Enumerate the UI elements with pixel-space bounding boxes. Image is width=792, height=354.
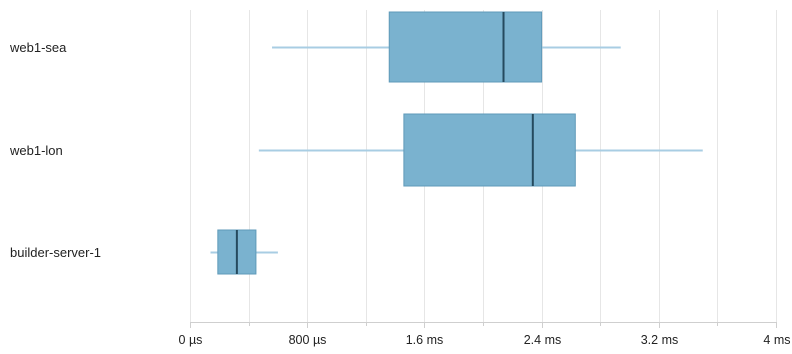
x-tick-label: 4 ms bbox=[763, 333, 790, 347]
x-axis: 0 µs 800 µs 1.6 ms 2.4 ms 3.2 ms 4 ms bbox=[179, 322, 791, 347]
box-web1-lon bbox=[258, 113, 703, 187]
box-series bbox=[210, 11, 703, 275]
category-label: builder-server-1 bbox=[10, 245, 101, 260]
x-tick-label: 0 µs bbox=[179, 333, 203, 347]
iqr-box bbox=[403, 113, 576, 187]
x-tick-label: 1.6 ms bbox=[406, 333, 444, 347]
iqr-box bbox=[388, 11, 543, 83]
x-tick-label: 800 µs bbox=[289, 333, 327, 347]
x-tick-label: 2.4 ms bbox=[524, 333, 562, 347]
x-tick-label: 3.2 ms bbox=[641, 333, 679, 347]
box-builder-server-1 bbox=[210, 229, 278, 275]
category-label: web1-sea bbox=[9, 40, 67, 55]
category-label: web1-lon bbox=[9, 143, 63, 158]
box-web1-sea bbox=[272, 11, 621, 83]
category-labels: web1-sea web1-lon builder-server-1 bbox=[9, 40, 101, 260]
